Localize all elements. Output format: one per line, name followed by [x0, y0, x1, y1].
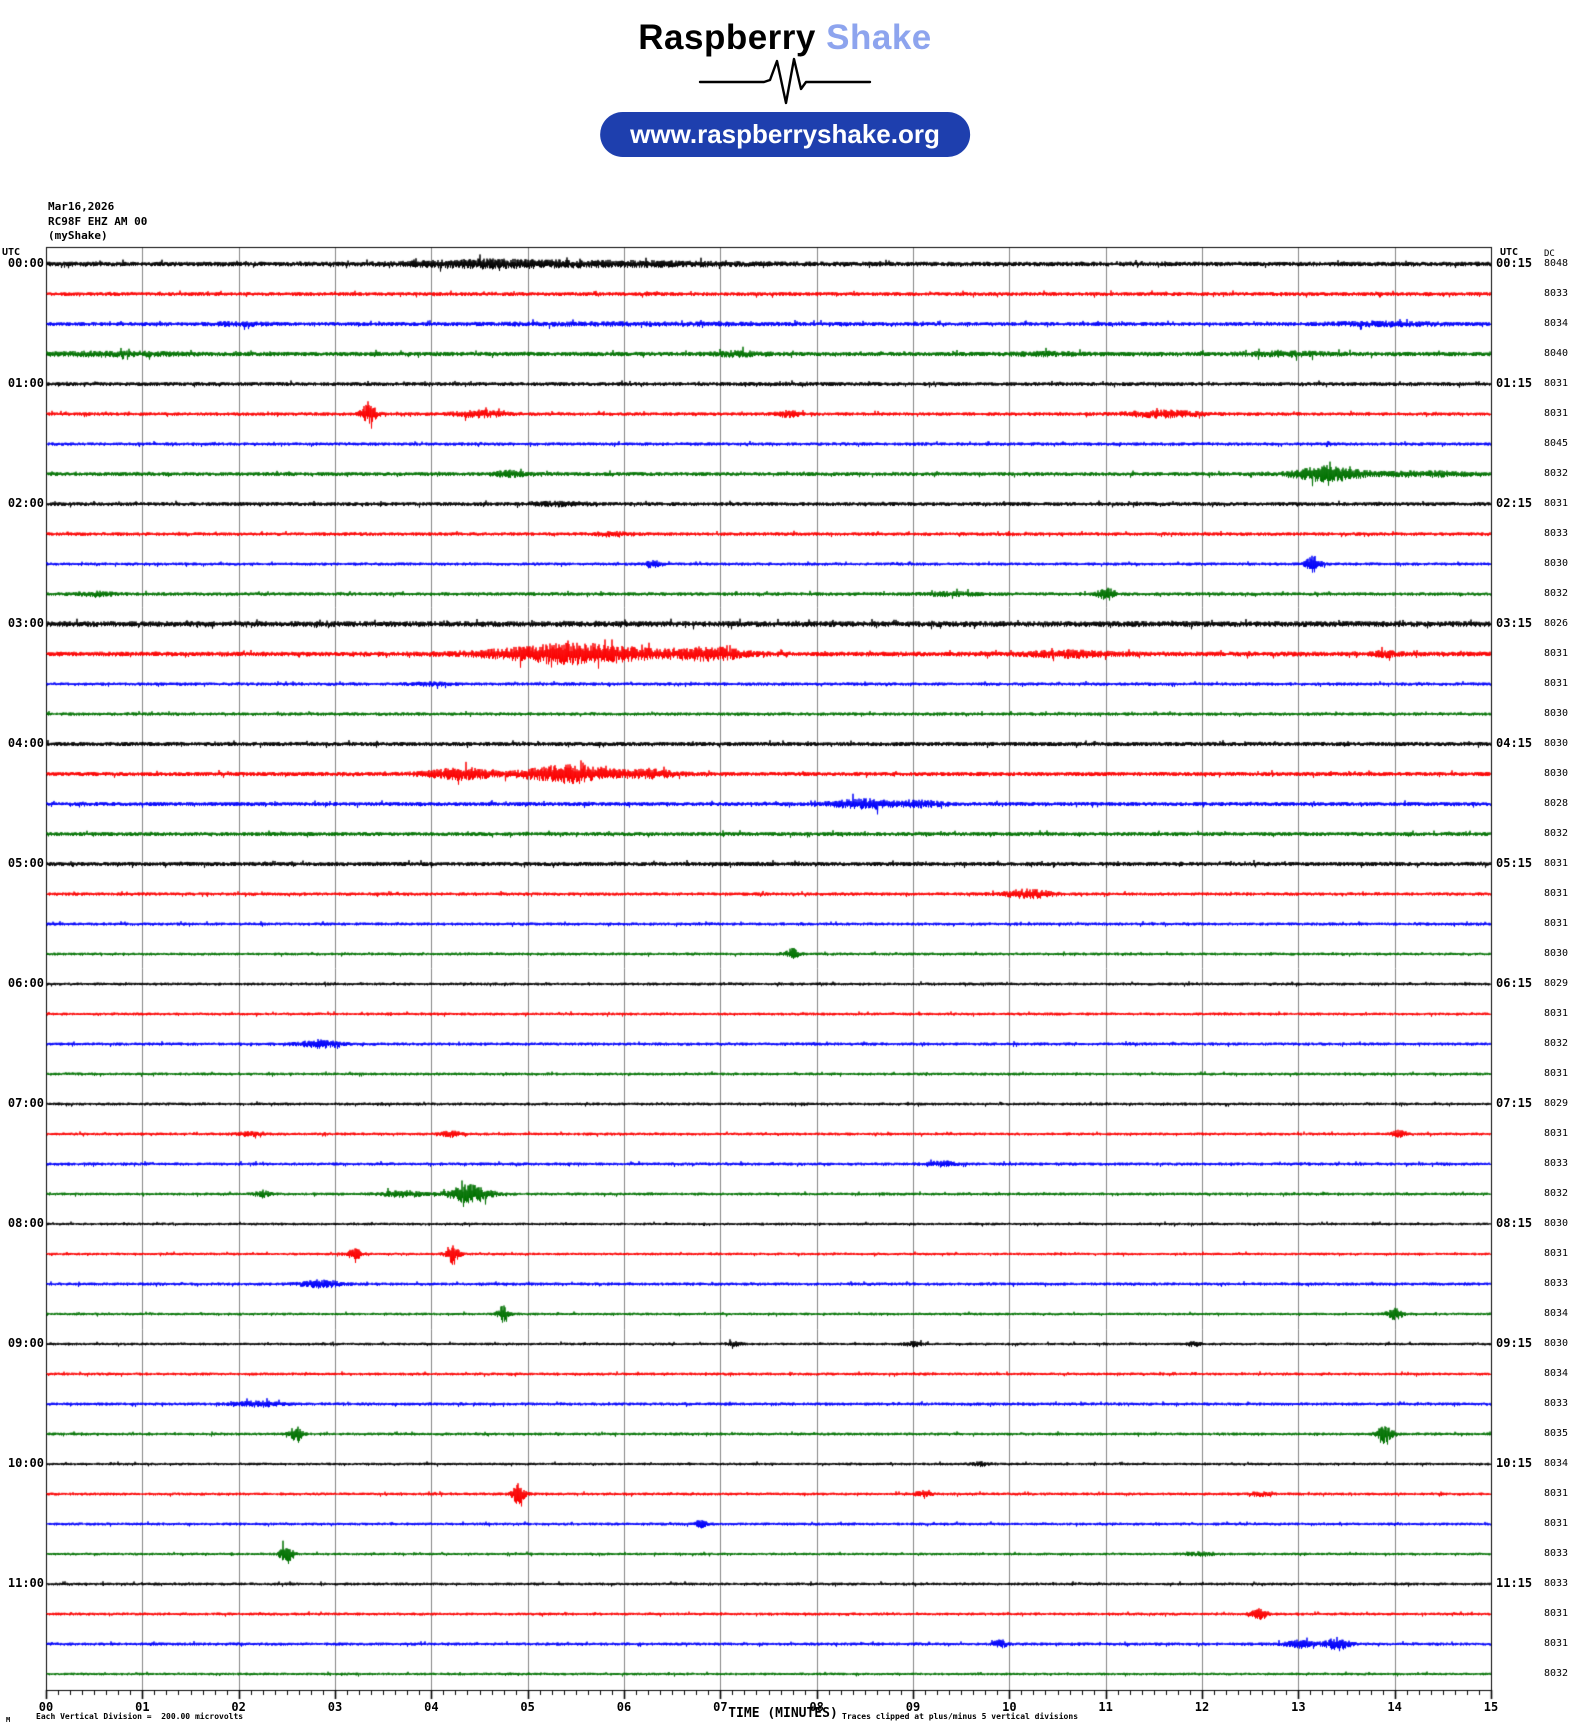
dc-value: 8040: [1544, 348, 1569, 359]
utc-header-right: UTC: [1500, 247, 1519, 258]
hour-label-left: 09:00: [7, 1336, 44, 1350]
dc-column-header: DC: [1544, 249, 1555, 259]
dc-value: 8031: [1544, 1008, 1569, 1019]
dc-value: 8030: [1544, 948, 1569, 959]
dc-value: 8031: [1544, 408, 1569, 419]
dc-value: 8031: [1544, 678, 1569, 689]
dc-value: 8031: [1544, 1518, 1569, 1529]
hour-label-right: 08:15: [1496, 1216, 1533, 1230]
hour-label-right: 10:15: [1496, 1456, 1533, 1470]
dc-value: 8030: [1544, 558, 1569, 569]
dc-value: 8030: [1544, 738, 1569, 749]
dc-value: 8026: [1544, 618, 1569, 629]
x-tick-label: 11: [1098, 1700, 1113, 1714]
hour-label-right: 11:15: [1496, 1576, 1533, 1590]
hour-label-left: 03:00: [7, 616, 44, 630]
dc-value: 8029: [1544, 978, 1569, 989]
dc-value: 8033: [1544, 1578, 1569, 1589]
x-tick-label: 14: [1387, 1700, 1402, 1714]
x-tick-label: 05: [520, 1700, 535, 1714]
hour-label-right: 00:15: [1496, 256, 1533, 270]
dc-value: 8030: [1544, 768, 1569, 779]
dc-value: 8033: [1544, 1398, 1569, 1409]
clip-note: Traces clipped at plus/minus 5 vertical …: [842, 1712, 1079, 1721]
dc-value: 8034: [1544, 1308, 1569, 1319]
dc-value: 8030: [1544, 708, 1569, 719]
dc-value: 8033: [1544, 1548, 1569, 1559]
hour-label-left: 01:00: [7, 376, 44, 390]
hour-label-right: 01:15: [1496, 376, 1533, 390]
scale-prefix-glyph: M: [6, 1716, 11, 1724]
dc-value: 8033: [1544, 1158, 1569, 1169]
x-axis-title: TIME (MINUTES): [728, 1706, 838, 1721]
x-tick-label: 07: [713, 1700, 728, 1714]
dc-value: 8028: [1544, 798, 1569, 809]
x-tick-label: 08: [809, 1700, 824, 1714]
x-tick-label: 02: [231, 1700, 246, 1714]
dc-value: 8048: [1544, 258, 1569, 269]
dc-value: 8032: [1544, 588, 1569, 599]
hour-label-left: 11:00: [7, 1576, 44, 1590]
hour-label-right: 03:15: [1496, 616, 1533, 630]
hour-label-right: 04:15: [1496, 736, 1533, 750]
x-tick-label: 04: [424, 1700, 439, 1714]
vertical-scale-note: Each Vertical Division = 200.00 microvol…: [36, 1712, 244, 1721]
x-tick-label: 00: [38, 1700, 54, 1714]
dc-value: 8034: [1544, 1368, 1569, 1379]
x-tick-label: 03: [327, 1700, 343, 1714]
dc-value: 8033: [1544, 1278, 1569, 1289]
x-tick-label: 12: [1194, 1700, 1210, 1714]
dc-value: 8031: [1544, 858, 1569, 869]
dc-value: 8031: [1544, 1068, 1569, 1079]
dc-value: 8032: [1544, 468, 1569, 479]
dc-value: 8032: [1544, 1188, 1569, 1199]
x-tick-label: 01: [135, 1700, 150, 1714]
hour-label-left: 06:00: [7, 976, 44, 990]
hour-label-left: 10:00: [7, 1456, 44, 1470]
utc-header-left: UTC: [2, 247, 21, 258]
dc-value: 8031: [1544, 648, 1569, 659]
hour-label-left: 08:00: [7, 1216, 44, 1230]
dc-value: 8030: [1544, 1218, 1569, 1229]
dc-value: 8031: [1544, 1248, 1569, 1259]
hour-label-right: 05:15: [1496, 856, 1533, 870]
dc-value: 8031: [1544, 918, 1569, 929]
dc-value: 8031: [1544, 378, 1569, 389]
dc-value: 8031: [1544, 1608, 1569, 1619]
dc-value: 8034: [1544, 1458, 1569, 1469]
dc-value: 8031: [1544, 1488, 1569, 1499]
dc-value: 8035: [1544, 1428, 1569, 1439]
dc-value: 8032: [1544, 828, 1569, 839]
hour-label-left: 05:00: [7, 856, 44, 870]
dc-value: 8034: [1544, 318, 1569, 329]
x-tick-label: 13: [1291, 1700, 1306, 1714]
hour-label-right: 09:15: [1496, 1336, 1533, 1350]
dc-value: 8029: [1544, 1098, 1569, 1109]
dc-value: 8032: [1544, 1038, 1569, 1049]
dc-value: 8032: [1544, 1668, 1569, 1679]
hour-label-right: 06:15: [1496, 976, 1533, 990]
hour-label-right: 07:15: [1496, 1096, 1533, 1110]
dc-value: 8030: [1544, 1338, 1569, 1349]
hour-label-right: 02:15: [1496, 496, 1533, 510]
x-tick-label: 10: [1002, 1700, 1017, 1714]
dc-value: 8033: [1544, 528, 1569, 539]
x-tick-label: 09: [905, 1700, 921, 1714]
hour-label-left: 02:00: [7, 496, 44, 510]
dc-value: 8045: [1544, 438, 1569, 449]
dc-value: 8033: [1544, 288, 1569, 299]
x-tick-label: 06: [616, 1700, 632, 1714]
hour-label-left: 04:00: [7, 736, 44, 750]
dc-value: 8031: [1544, 498, 1569, 509]
x-tick-label: 15: [1483, 1700, 1499, 1714]
hour-label-left: 07:00: [7, 1096, 44, 1110]
dc-value: 8031: [1544, 1128, 1569, 1139]
hour-label-left: 00:00: [7, 256, 44, 270]
dc-value: 8031: [1544, 888, 1569, 899]
dc-value: 8031: [1544, 1638, 1569, 1649]
